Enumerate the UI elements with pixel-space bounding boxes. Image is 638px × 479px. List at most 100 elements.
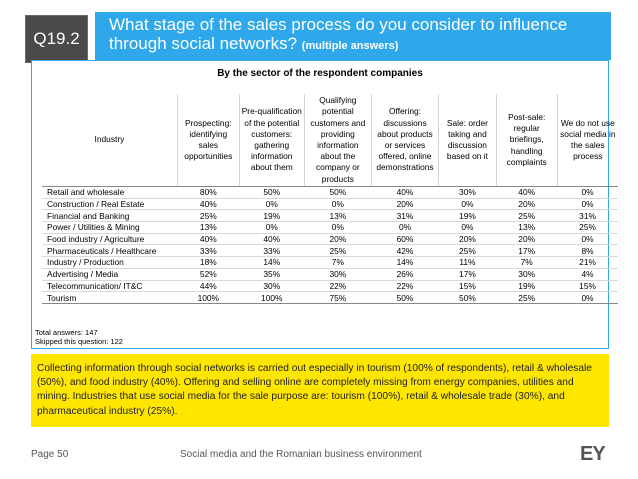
industry-cell: Tourism: [42, 291, 178, 304]
percent-cell: 14%: [371, 256, 439, 269]
percent-cell: 25%: [557, 221, 618, 234]
footnotes: Total answers: 147 Skipped this question…: [35, 328, 123, 346]
percent-cell: 44%: [177, 280, 240, 293]
percent-cell: 100%: [177, 291, 240, 304]
column-header: Industry: [42, 94, 178, 187]
column-header: Post-sale: regular briefings, handling c…: [495, 94, 558, 187]
table-row: Tourism 100% 100% 75% 50% 50% 25% 0%: [42, 291, 618, 304]
percent-cell: 0%: [438, 198, 497, 211]
results-table: Industry Prospecting: identifying sales o…: [42, 94, 618, 304]
table-row: Food industry / Agriculture 40% 40% 20% 60% 2…: [42, 233, 618, 246]
industry-cell: Retail and wholesale: [42, 186, 178, 199]
percent-cell: 22%: [304, 280, 372, 293]
footer-title: Social media and the Romanian business e…: [180, 449, 422, 460]
column-header: Qualifying potential customers and provi…: [303, 94, 372, 187]
percent-cell: 0%: [304, 221, 372, 234]
percent-cell: 0%: [557, 198, 618, 211]
table-row: Power / Utilities & Mining 13% 0% 0% 0% 0% 13%…: [42, 221, 618, 234]
percent-cell: 50%: [438, 291, 497, 304]
percent-cell: 8%: [557, 244, 618, 258]
percent-cell: 33%: [239, 244, 305, 258]
percent-cell: 13%: [496, 221, 558, 234]
percent-cell: 15%: [557, 280, 618, 293]
percent-cell: 13%: [177, 221, 240, 234]
percent-cell: 50%: [239, 186, 305, 199]
percent-cell: 18%: [177, 256, 240, 269]
page-number: Page 50: [31, 449, 69, 460]
percent-cell: 75%: [304, 291, 372, 304]
percent-cell: 25%: [496, 209, 558, 223]
table-row: Pharmaceuticals / Healthcare 33% 33% 25% 42%…: [42, 244, 618, 258]
percent-cell: 20%: [371, 198, 439, 211]
table-row: Telecommunication/ IT&C 44% 30% 22% 22% 15% 19…: [42, 280, 618, 293]
percent-cell: 35%: [239, 268, 305, 281]
percent-cell: 0%: [557, 186, 618, 199]
table-row: Financial and Banking 25% 19% 13% 31% 19% 25% 3…: [42, 209, 618, 223]
industry-cell: Power / Utilities & Mining: [42, 221, 178, 234]
percent-cell: 52%: [177, 268, 240, 281]
table-row: Construction / Real Estate 40% 0% 0% 20% 0% 20…: [42, 198, 618, 211]
percent-cell: 30%: [438, 186, 497, 199]
percent-cell: 20%: [304, 233, 372, 246]
percent-cell: 22%: [371, 280, 439, 293]
question-id: Q19.2: [33, 29, 80, 48]
percent-cell: 21%: [557, 256, 618, 269]
percent-cell: 0%: [557, 233, 618, 246]
percent-cell: 25%: [496, 291, 558, 304]
percent-cell: 14%: [239, 256, 305, 269]
percent-cell: 0%: [304, 198, 372, 211]
industry-cell: Pharmaceuticals / Healthcare: [42, 244, 178, 258]
percent-cell: 20%: [496, 198, 558, 211]
table-row: Retail and wholesale 80% 50% 50% 40% 30% 40% 0%: [42, 186, 618, 199]
column-header: We do not use social media in the sales …: [556, 94, 618, 187]
industry-cell: Food industry / Agriculture: [42, 233, 178, 246]
percent-cell: 30%: [304, 268, 372, 281]
panel-subtitle: By the sector of the respondent companie…: [217, 68, 423, 79]
percent-cell: 15%: [438, 280, 497, 293]
percent-cell: 19%: [438, 209, 497, 223]
percent-cell: 11%: [438, 256, 497, 269]
summary-callout: Collecting information through social ne…: [31, 354, 609, 427]
table-row: Industry / Production 18% 14% 7% 14% 11% 7% 21%: [42, 256, 618, 269]
percent-cell: 0%: [239, 221, 305, 234]
percent-cell: 30%: [496, 268, 558, 281]
table-header-row: Industry Prospecting: identifying sales o…: [42, 94, 618, 187]
industry-cell: Financial and Banking: [42, 209, 178, 223]
percent-cell: 80%: [177, 186, 240, 199]
column-header: Sale: order taking and discussion based …: [438, 94, 497, 187]
ey-logo: EY: [580, 443, 606, 465]
percent-cell: 0%: [438, 221, 497, 234]
skipped-count: Skipped this question: 122: [35, 337, 123, 346]
percent-cell: 0%: [557, 291, 618, 304]
question-title: What stage of the sales process do you c…: [109, 15, 568, 53]
percent-cell: 60%: [371, 233, 439, 246]
percent-cell: 40%: [239, 233, 305, 246]
column-header: Offering: discussions about products or …: [370, 94, 439, 187]
percent-cell: 31%: [557, 209, 618, 223]
percent-cell: 100%: [239, 291, 305, 304]
percent-cell: 33%: [177, 244, 240, 258]
percent-cell: 4%: [557, 268, 618, 281]
table-body: Retail and wholesale 80% 50% 50% 40% 30% 40% 0%…: [42, 186, 618, 304]
percent-cell: 20%: [438, 233, 497, 246]
percent-cell: 17%: [496, 244, 558, 258]
question-title-note: (multiple answers): [301, 40, 399, 52]
percent-cell: 25%: [304, 244, 372, 258]
percent-cell: 40%: [496, 186, 558, 199]
percent-cell: 7%: [304, 256, 372, 269]
question-badge: Q19.2: [25, 15, 88, 63]
results-panel: By the sector of the respondent companie…: [31, 60, 618, 349]
percent-cell: 20%: [496, 233, 558, 246]
percent-cell: 7%: [496, 256, 558, 269]
percent-cell: 50%: [304, 186, 372, 199]
percent-cell: 40%: [177, 233, 240, 246]
column-header: Pre-qualification of the potential custo…: [238, 94, 305, 187]
percent-cell: 26%: [371, 268, 439, 281]
percent-cell: 19%: [496, 280, 558, 293]
column-header: Prospecting: identifying sales opportuni…: [176, 94, 240, 187]
industry-cell: Construction / Real Estate: [42, 198, 178, 211]
summary-text: Collecting information through social ne…: [37, 363, 592, 417]
percent-cell: 17%: [438, 268, 497, 281]
percent-cell: 0%: [239, 198, 305, 211]
percent-cell: 19%: [239, 209, 305, 223]
